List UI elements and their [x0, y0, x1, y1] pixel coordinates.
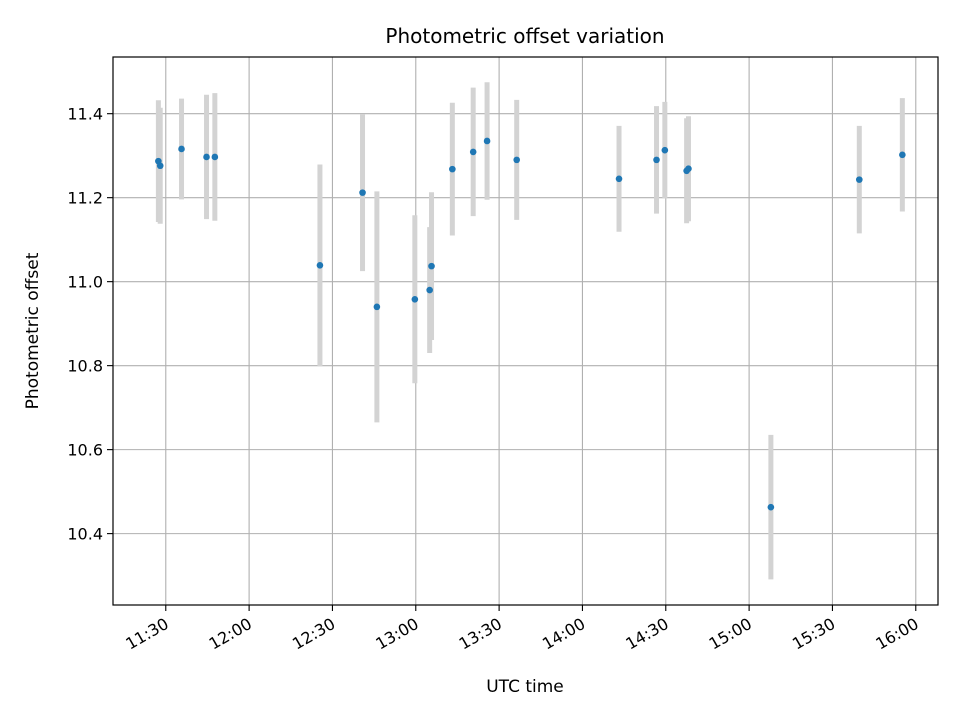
- data-point: [411, 295, 419, 303]
- data-point: [373, 303, 381, 311]
- data-point: [513, 156, 521, 164]
- y-axis-label: Photometric offset: [23, 252, 43, 409]
- y-tick-label: 11.0: [67, 273, 103, 292]
- data-point: [653, 156, 660, 164]
- data-point: [661, 146, 669, 154]
- y-tick-label: 10.8: [67, 357, 103, 376]
- y-axis-ticks: 10.4 10.6 10.8 11.0 11.2 11.4: [67, 105, 113, 544]
- data-points: [155, 137, 906, 511]
- y-tick-label: 11.2: [67, 189, 103, 208]
- data-point: [685, 165, 692, 172]
- plot-frame: [112, 56, 939, 606]
- data-point: [615, 175, 623, 183]
- x-axis-label: UTC time: [486, 677, 564, 697]
- data-point: [203, 153, 210, 161]
- data-point: [428, 262, 435, 270]
- data-point: [359, 189, 366, 196]
- data-point: [899, 151, 906, 159]
- data-point: [178, 145, 185, 153]
- data-point: [426, 286, 433, 294]
- data-point: [483, 137, 491, 145]
- y-tick-label: 11.4: [67, 105, 103, 124]
- chart-title: Photometric offset variation: [385, 24, 664, 48]
- data-point: [156, 162, 164, 170]
- data-point: [855, 176, 863, 183]
- data-point: [211, 153, 219, 161]
- grid: [113, 57, 938, 605]
- y-tick-label: 10.6: [67, 441, 103, 460]
- data-point: [316, 261, 324, 269]
- data-point: [767, 503, 775, 511]
- data-point: [449, 165, 456, 173]
- data-point: [469, 148, 477, 156]
- y-tick-label: 10.4: [67, 525, 103, 544]
